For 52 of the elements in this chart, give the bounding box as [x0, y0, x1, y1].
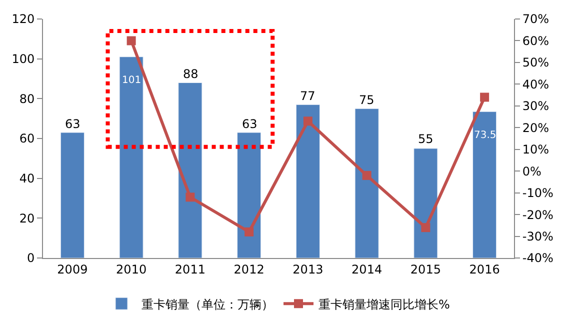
data-label: 101: [122, 75, 142, 86]
legend-label: 重卡销量增速同比增长%: [318, 297, 450, 312]
y-tick-label: 20: [19, 211, 35, 226]
x-tick-label: 2013: [292, 262, 324, 276]
bar: [354, 108, 379, 258]
y2-tick-label: 50%: [522, 56, 550, 70]
y-tick-label: 120: [12, 12, 35, 26]
data-label: 77: [300, 89, 316, 103]
x-tick-label: 2010: [116, 262, 147, 276]
y2-tick-label: -10%: [522, 186, 554, 200]
y-tick-label: 0: [26, 251, 35, 266]
point: [362, 170, 372, 180]
bar: [472, 111, 497, 258]
x-tick-label: 2014: [352, 262, 382, 276]
data-label: 63: [65, 117, 80, 131]
y-tick-label: 40: [19, 172, 35, 186]
point: [303, 116, 312, 126]
y2-tick-label: 0%: [522, 164, 542, 178]
bar: [178, 82, 202, 258]
bar: [296, 104, 320, 258]
bar: [237, 132, 262, 258]
point: [421, 223, 430, 232]
y2-tick-label: 40%: [522, 77, 550, 92]
data-label: 63: [242, 117, 258, 131]
bar: [60, 132, 84, 258]
x-tick-label: 2015: [410, 262, 441, 276]
y2-tick-label: -20%: [522, 208, 554, 222]
y2-tick-label: 10%: [522, 142, 550, 157]
y2-tick-label: 20%: [522, 120, 550, 135]
point: [480, 92, 490, 102]
y2-tick-label: -30%: [522, 229, 554, 244]
data-label: 88: [183, 67, 198, 81]
x-tick-label: 2011: [174, 262, 206, 276]
point: [126, 36, 136, 46]
y2-tick-label: 60%: [522, 34, 550, 48]
x-tick-label: 2016: [469, 262, 500, 276]
data-label: 73.5: [474, 130, 496, 141]
x-tick-label: 2009: [57, 262, 88, 276]
bar: [119, 56, 144, 258]
point: [244, 227, 254, 236]
legend-label: 重卡销量（单位：万辆）: [142, 297, 274, 312]
bar: [414, 148, 438, 258]
y2-tick-label: -40%: [522, 251, 554, 266]
y-tick-label: 80: [19, 92, 35, 106]
y2-tick-label: 30%: [522, 99, 550, 114]
y-tick-label: 100: [12, 52, 35, 66]
data-label: 75: [359, 93, 374, 107]
x-tick-label: 2012: [234, 262, 264, 276]
data-label: 55: [418, 132, 434, 146]
y2-tick-label: 70%: [522, 12, 550, 26]
point: [186, 192, 195, 202]
y-tick-label: 60: [19, 132, 35, 146]
